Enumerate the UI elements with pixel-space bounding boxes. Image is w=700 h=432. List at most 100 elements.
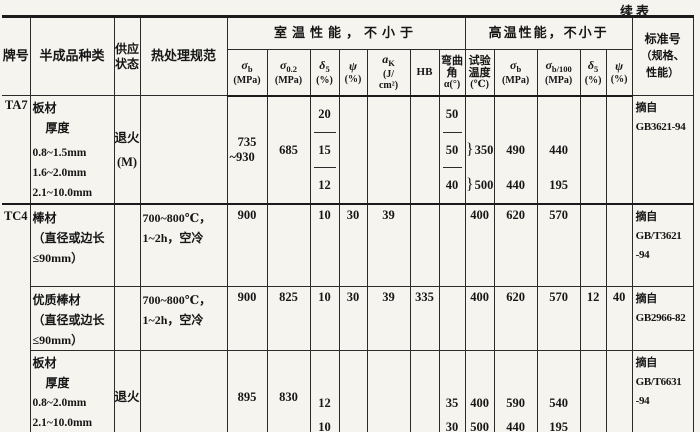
cell-line: GB2966-82 [635, 311, 686, 324]
column-unit: (MPa) [233, 74, 261, 86]
cell-line: （直径或边长 [32, 312, 105, 327]
cell-line: 700~800℃， [142, 292, 212, 307]
cell-line: 500 [470, 420, 489, 432]
value: 500 [474, 177, 494, 192]
sub-header-row: σb (MPa) σ0.2 (MPa) δ5 (%) ψ (%) aK (J [2, 49, 693, 97]
cell-line: 12 [313, 166, 336, 202]
col-header-ak: aK (J/ cm²) [366, 49, 411, 97]
brace-glyph: } [465, 175, 474, 193]
tc4-plate-ht-delta5-cell [579, 349, 607, 432]
row-ta7: TA7 板材 厚度 0.8~1.5mm 1.6~2.0mm 2.1~10.0mm… [2, 95, 694, 205]
value: 10 [318, 208, 331, 222]
column-unit: α(°) [443, 78, 461, 90]
tc4-plate-psi-cell [338, 349, 368, 432]
cell-line: } 350 [465, 132, 494, 167]
tc4-qbar-test-temp-cell: 400 [464, 285, 495, 351]
col-header-ht-delta5: δ5 (%) [579, 49, 607, 97]
ta7-test-temp-cell: } 350 } 500 [464, 95, 495, 205]
tc4-qbar-sigma-b100-cell: 570 [536, 285, 581, 351]
cell-line: 厚度 [45, 375, 70, 390]
ta7-ak-cell [366, 95, 411, 205]
value: 12 [586, 289, 600, 304]
tc4-bar-test-temp-cell: 400 [464, 203, 495, 287]
tc4-plate-sigma-b100-cell: 540 195 [536, 349, 581, 432]
ta7-ht-psi-cell [605, 95, 633, 205]
tc4-bar-delta5-cell: 10 [309, 203, 340, 287]
column-symbol: δ5 [319, 57, 330, 74]
cell-line: 标准号 [644, 32, 681, 46]
brace-glyph: } [465, 140, 474, 158]
cell-line: 40 [442, 166, 462, 202]
tc4-grade-cell: TC4 [2, 203, 31, 432]
tc4-bar-product-cell: 棒材 （直径或边长 ≤90mm） [29, 203, 115, 287]
cell-line: 10 [318, 420, 331, 432]
tc4-bar-ht-psi-cell [605, 203, 633, 287]
column-unit: (%) [344, 73, 362, 85]
tc4-qbar-psi-cell: 30 [338, 285, 368, 351]
column-symbol: σ0.2 [279, 57, 298, 74]
ta7-sigma-02-cell: 685 [266, 95, 311, 205]
value: 30 [346, 208, 360, 222]
column-unit: (%) [610, 73, 628, 85]
column-unit: (MPa) [544, 74, 573, 86]
tc4-qbar-product-cell: 优质棒材 （直径或边长 ≤90mm） [29, 285, 115, 351]
ta7-grade-cell: TA7 [2, 95, 31, 205]
column-symbol: HB [416, 65, 433, 78]
value: 39 [382, 208, 395, 222]
cell-line: 优质棒材 [32, 292, 81, 307]
tc4-bar-ht-delta5-cell [579, 203, 607, 287]
tc4-qbar-sigma-b-cell: 900 [226, 285, 268, 351]
cell-line: 50 [442, 131, 462, 167]
value: 570 [549, 208, 568, 222]
tc4-qbar-heat-cell: 700~800℃， 1~2h，空冷 [139, 285, 228, 351]
col-header-test-temp: 试验 温度 (℃) [464, 49, 495, 97]
cell-line: 30 [445, 420, 459, 432]
ta7-ht-sigma-b-cell: 490 440 [493, 95, 538, 205]
ta7-sigma-b100-cell: 440 195 [536, 95, 581, 205]
cell-line: 0.8~2.0mm [32, 396, 87, 409]
group-header-room-temp-label: 室温性能，不小于 [274, 25, 419, 41]
cell-line: ≤90mm） [32, 332, 84, 347]
tc4-plate-ak-cell [366, 349, 411, 432]
col-header-sigma-b: σb (MPa) [226, 49, 268, 97]
group-header-row: 牌号 半成品种类 供应 状态 热处理规范 室温性能，不小于 高温性能，不小于 标… [2, 16, 694, 96]
tc4-plate-test-temp-cell: 400 500 [464, 349, 495, 432]
cell-line: 2.1~10.0mm [32, 416, 93, 429]
cell-line [466, 97, 493, 132]
ta7-psi-cell [338, 95, 368, 205]
value: 350 [474, 142, 494, 157]
tc4-bar-ht-sigma-b-cell: 620 [493, 203, 538, 287]
value: 40 [612, 289, 626, 304]
tc4-qbar-ht-psi-cell: 40 [605, 285, 633, 351]
col-header-grade: 牌号 [2, 16, 31, 96]
col-header-bend-angle: 弯曲 角 α(°) [438, 49, 466, 97]
value: 900 [237, 289, 257, 304]
col-header-sigma-b100: σb/100 (MPa) [536, 49, 581, 97]
cell-line [495, 97, 536, 132]
column-symbol: ψ [348, 58, 357, 73]
cell-line: 退火 [114, 130, 140, 145]
cell-line: 12 [318, 395, 331, 410]
cell-line: } 500 [465, 167, 494, 202]
column-unit: (℃) [470, 78, 489, 90]
tc4-qbar-sigma-02-cell: 825 [266, 285, 311, 351]
cell-line: 摘自 [635, 102, 658, 114]
column-symbol: δ5 [587, 57, 599, 74]
value: 400 [470, 289, 489, 304]
column-symbol: σb/100 [545, 57, 572, 74]
cell-line: 供应 [114, 41, 139, 56]
col-header-ht-psi: ψ (%) [605, 49, 633, 97]
tc4-qbar-standard-cell: 摘自 GB2966-82 [631, 285, 694, 351]
tc4-plate-heat-cell [139, 349, 228, 432]
cell-line: 400 [470, 395, 489, 410]
cell-line: 状态 [114, 56, 139, 71]
col-header-ht-sigma-b: σb (MPa) [493, 49, 538, 97]
tc4-qbar-ak-cell: 39 [366, 285, 411, 351]
row-tc4-bar: TC4 棒材 （直径或边长 ≤90mm） 700~800℃， 1~2h，空冷 9… [2, 203, 694, 432]
column-symbol: σb [241, 57, 253, 74]
cell-line: 摘自 [635, 292, 658, 305]
group-header-high-temp-label: 高温性能，不小于 [488, 25, 609, 41]
cell-line: 角 [446, 66, 458, 79]
cell-line: （规格、 [640, 50, 685, 62]
cell-line: 590 [506, 395, 525, 410]
